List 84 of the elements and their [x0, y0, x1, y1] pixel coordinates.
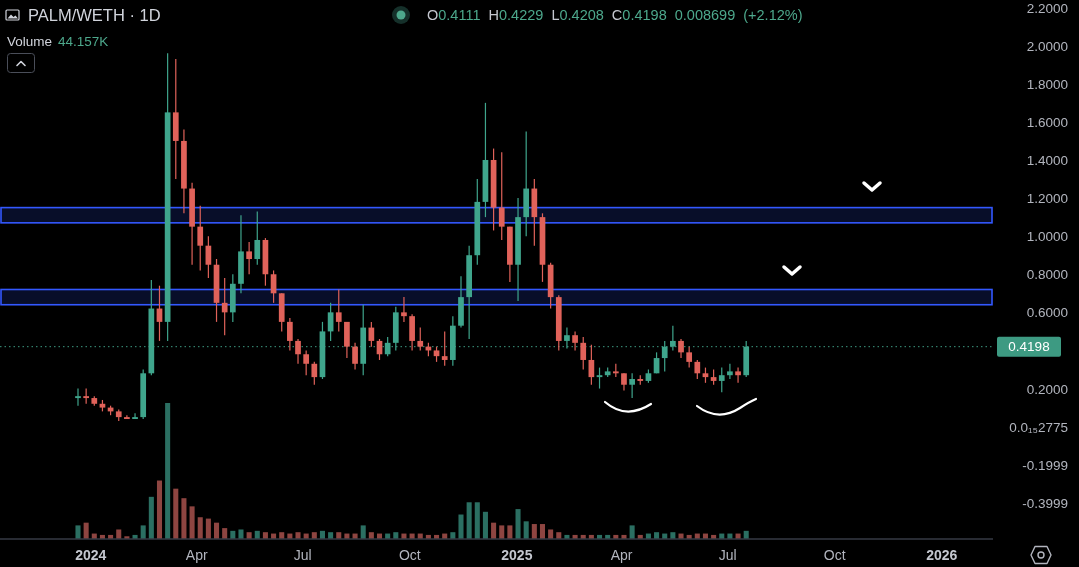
- y-tick-label: 0.0₁₅2775: [1009, 419, 1068, 435]
- bar: [222, 528, 228, 539]
- bar: [189, 506, 195, 539]
- candlestick: [401, 296, 407, 323]
- candlestick: [246, 241, 252, 275]
- bar: [491, 522, 497, 539]
- bar: [83, 522, 89, 539]
- y-tick-label: 0.2000: [1026, 381, 1068, 397]
- bar: [75, 525, 81, 539]
- bar: [173, 488, 179, 539]
- y-tick-label: -0.3999: [1022, 495, 1068, 511]
- x-tick-label: 2024: [75, 547, 107, 563]
- y-tick-label: 0.8000: [1026, 266, 1068, 282]
- bar: [466, 502, 472, 539]
- bar: [156, 480, 163, 539]
- x-tick-label: Apr: [185, 547, 208, 563]
- bar: [531, 524, 537, 539]
- bar: [360, 525, 366, 539]
- bar: [205, 518, 211, 539]
- candlestick: [694, 359, 701, 380]
- bar: [458, 514, 464, 539]
- candlestick: [498, 151, 505, 241]
- bar: [539, 524, 546, 539]
- y-tick-label: 2.0000: [1026, 38, 1068, 54]
- bar: [295, 532, 301, 539]
- candlestick: [727, 363, 733, 380]
- bar: [181, 498, 187, 539]
- candlestick: [254, 210, 261, 266]
- bar: [238, 529, 244, 539]
- text: O0.4111 H0.4229 L0.4208 C0.4198 0.008699 (+2.12%): [427, 7, 803, 23]
- candlestick: [678, 338, 684, 359]
- y-tick-label: 1.8000: [1026, 76, 1068, 92]
- x-tick-label: Jul: [293, 547, 312, 563]
- candlestick: [686, 346, 693, 369]
- bar: [474, 502, 480, 539]
- candlestick: [303, 349, 310, 376]
- y-tick-label: 1.2000: [1026, 190, 1068, 206]
- candlestick: [441, 330, 448, 367]
- x-tick-label: Oct: [398, 547, 421, 563]
- x-tick-label: 2025: [501, 547, 533, 563]
- bar: [515, 509, 521, 539]
- candlestick: [83, 387, 89, 405]
- candlestick: [197, 205, 204, 272]
- candlestick: [735, 366, 741, 384]
- candlestick: [287, 317, 293, 352]
- candlestick: [572, 330, 578, 352]
- bar: [140, 525, 146, 539]
- candlestick: [311, 361, 318, 386]
- candlestick: [629, 372, 635, 399]
- chart-title: Volume: [7, 33, 53, 49]
- candlestick: [352, 342, 358, 371]
- candlestick: [75, 387, 81, 407]
- chart-title: PALM/WETH · 1D: [28, 6, 161, 24]
- x-tick-label: Oct: [823, 547, 846, 563]
- y-tick-label: 0.6000: [1026, 304, 1068, 320]
- bar: [148, 496, 154, 539]
- x-tick-label: 2026: [926, 547, 958, 563]
- y-tick-label: 1.0000: [1026, 228, 1068, 244]
- annotation: 44.157K: [58, 33, 109, 49]
- x-tick-label: Apr: [610, 547, 633, 563]
- bar: [482, 511, 488, 539]
- y-tick-label: 1.6000: [1026, 114, 1068, 130]
- bar: [523, 521, 529, 539]
- bar: [548, 529, 554, 539]
- y-tick-label: 2.2000: [1026, 0, 1068, 16]
- bar: [629, 525, 635, 539]
- bar: [116, 529, 122, 539]
- y-tick-label: -0.1999: [1022, 457, 1068, 473]
- ref-line-label: 0.4198: [1008, 339, 1050, 355]
- bar: [507, 525, 513, 539]
- candlestick: [580, 336, 587, 371]
- candlestick: [295, 338, 301, 365]
- candlestick: [221, 277, 228, 336]
- bar: [197, 517, 203, 539]
- x-tick-label: Jul: [718, 547, 737, 563]
- candlestick: [335, 288, 342, 332]
- candlestick: [718, 366, 725, 393]
- candlestick: [596, 366, 603, 390]
- bar: [214, 522, 220, 539]
- candlestick: [132, 412, 138, 420]
- y-tick-label: 1.4000: [1026, 152, 1068, 168]
- bar: [165, 403, 171, 539]
- bar: [499, 525, 505, 539]
- candlestick: [417, 326, 424, 352]
